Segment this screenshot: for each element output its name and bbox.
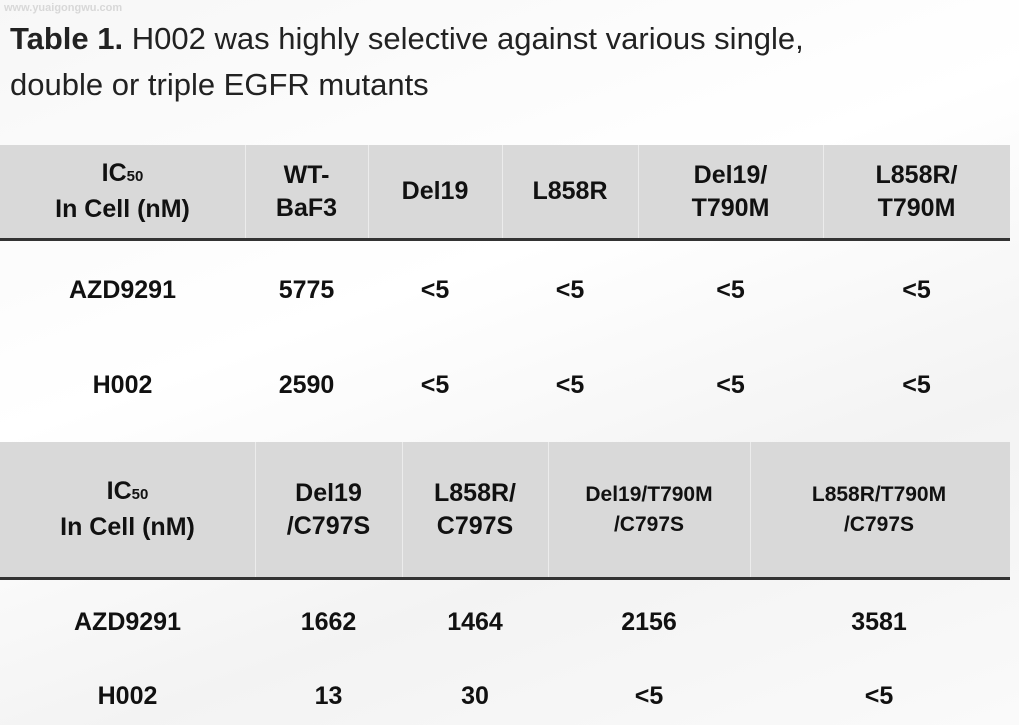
header-line: /C797S xyxy=(843,512,915,536)
value-cell: 13 xyxy=(314,682,343,710)
subscript: 50 xyxy=(126,168,144,185)
value-cell: <5 xyxy=(555,370,585,399)
value-cell: <5 xyxy=(864,682,894,710)
header-line: /C797S xyxy=(613,512,685,536)
title-line: double or triple EGFR mutants xyxy=(10,67,429,102)
value-cell: 30 xyxy=(461,682,489,710)
watermark: www.yuaigongwu.com xyxy=(4,2,123,14)
header-cell: L858R/T790M xyxy=(823,145,1010,238)
value-cell: <5 xyxy=(634,682,664,710)
header-line: BaF3 xyxy=(275,193,338,222)
value-cell: <5 xyxy=(420,275,450,304)
header-line: L858R/ xyxy=(434,478,516,507)
value-cell: 1662 xyxy=(300,608,357,636)
header-line: L858R/ xyxy=(875,160,958,189)
column-separator xyxy=(368,145,369,238)
column-separator xyxy=(548,442,549,577)
header-line: Del19 xyxy=(401,177,469,205)
value-cell: 5775 xyxy=(278,275,335,304)
header-cell: Del19/C797S xyxy=(255,442,402,577)
column-separator xyxy=(823,145,824,238)
header-line: Del19/T790M xyxy=(585,482,713,506)
header-line: C797S xyxy=(436,511,514,540)
header-line: WT- xyxy=(283,160,330,189)
header-symbol: IC50 xyxy=(102,157,144,193)
value-cell: <5 xyxy=(555,275,585,304)
title-label: Table 1. xyxy=(10,21,124,56)
column-separator xyxy=(502,145,503,238)
header-line: /C797S xyxy=(286,511,371,540)
header-line: T790M xyxy=(877,193,956,222)
symbol: IC xyxy=(106,477,132,505)
header-cell: Del19 xyxy=(368,145,502,238)
header-band xyxy=(0,145,1010,241)
value-cell: <5 xyxy=(716,370,745,399)
header-line: L858R xyxy=(532,177,608,205)
value-cell: 3581 xyxy=(851,608,907,636)
value-cell: <5 xyxy=(902,275,931,304)
header-unit: In Cell (nM) xyxy=(60,513,195,541)
column-separator xyxy=(750,442,751,577)
value-cell: <5 xyxy=(902,370,931,399)
symbol: IC xyxy=(101,159,127,187)
header-cell: Del19/T790M/C797S xyxy=(548,442,750,577)
header-cell: WT- BaF3 xyxy=(245,145,368,238)
title: Table 1. H002 was highly selective again… xyxy=(10,16,804,108)
title-line: H002 was highly selective against variou… xyxy=(131,21,804,56)
row-label: H002 xyxy=(92,370,153,399)
header-line: Del19 xyxy=(295,478,362,507)
value-cell: 2590 xyxy=(278,370,335,399)
header-line: L858R/T790M xyxy=(811,482,947,506)
header-symbol: IC50 xyxy=(107,475,149,511)
column-separator xyxy=(402,442,403,577)
value-cell: 2156 xyxy=(621,608,677,636)
header-unit: In Cell (nM) xyxy=(55,195,190,223)
value-cell: <5 xyxy=(420,370,450,399)
row-label: AZD9291 xyxy=(69,275,176,304)
column-separator xyxy=(638,145,639,238)
header-band xyxy=(0,442,1010,580)
header-cell: L858R/C797S xyxy=(402,442,548,577)
value-cell: 1464 xyxy=(447,608,503,636)
row-label: AZD9291 xyxy=(74,608,181,636)
header-cell: Del19/T790M xyxy=(638,145,823,238)
value-cell: <5 xyxy=(716,275,745,304)
subscript: 50 xyxy=(131,486,149,503)
row-label: H002 xyxy=(97,682,158,710)
header-cell: IC50 In Cell (nM) xyxy=(0,442,255,577)
header-cell: L858R/T790M/C797S xyxy=(750,442,1008,577)
header-cell: IC50 In Cell (nM) xyxy=(0,145,245,238)
header-line: T790M xyxy=(691,193,770,222)
header-line: Del19/ xyxy=(693,160,768,189)
column-separator xyxy=(255,442,256,577)
column-separator xyxy=(245,145,246,238)
header-cell: L858R xyxy=(502,145,638,238)
